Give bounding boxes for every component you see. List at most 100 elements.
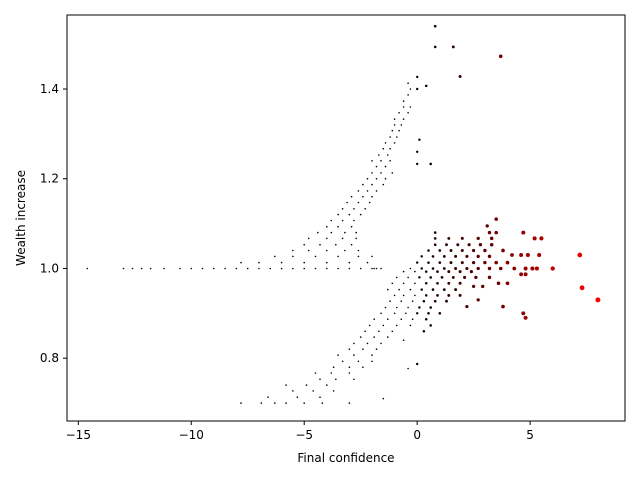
data-point [465,305,469,309]
data-point [371,183,373,186]
data-point [307,237,310,240]
data-point [422,299,426,303]
data-point [258,261,260,264]
data-point [433,45,437,49]
data-point [523,272,528,277]
data-point [274,255,276,258]
data-point [489,236,494,241]
data-point [400,300,403,303]
data-point [577,252,583,258]
data-point [163,267,165,270]
data-point [396,306,398,309]
data-point [355,231,358,234]
data-point [416,312,419,315]
data-point [438,249,442,252]
y-axis-label: Wealth increase [14,170,28,266]
data-point [442,267,446,270]
data-point [326,237,328,240]
data-point [344,231,346,234]
data-point [471,260,476,265]
data-point [494,217,498,221]
data-point [371,172,373,174]
data-point [411,300,414,303]
data-point [246,267,249,270]
data-point [357,201,360,204]
data-point [451,45,455,49]
data-point [366,342,369,345]
points-layer [86,24,601,404]
data-point [409,267,412,270]
data-point [382,324,385,327]
data-point [422,330,426,333]
data-point [380,267,382,270]
data-point [498,266,503,271]
data-point [407,276,409,279]
data-point [332,366,335,369]
y-tick-label: 1.4 [40,82,59,96]
data-point [407,82,409,84]
data-point [393,118,396,120]
data-point [396,324,398,327]
data-point [314,267,317,270]
data-point [303,243,306,246]
data-point [474,275,478,280]
data-point [431,255,435,258]
data-point [523,315,528,320]
data-point [350,225,353,228]
data-point [391,172,394,174]
data-point [240,261,242,264]
data-point [451,275,455,279]
data-point [416,87,419,91]
data-point [393,142,396,144]
data-point [414,282,416,285]
data-point [380,342,382,345]
data-point [317,231,319,234]
data-point [330,219,333,222]
data-point [424,270,428,273]
data-point [86,267,89,270]
x-tick-label: 5 [526,428,534,442]
data-point [382,397,385,400]
data-point [436,270,439,273]
data-point [375,267,378,270]
data-point [456,243,460,247]
data-point [362,348,364,351]
data-point [449,249,453,252]
data-point [389,160,391,162]
data-point [348,348,351,351]
data-point [375,165,378,168]
data-point [465,266,469,271]
data-point [321,402,324,404]
data-point [521,311,526,316]
data-point [375,348,378,351]
data-point [292,267,294,270]
data-point [362,195,364,198]
data-point [407,306,409,309]
data-point [418,138,421,141]
data-point [344,249,346,252]
data-point [454,254,458,258]
data-point [362,366,364,369]
data-point [398,129,400,132]
data-point [411,318,414,321]
data-point [498,54,503,59]
data-point [326,267,328,270]
data-point [407,367,409,370]
data-point [292,255,294,258]
data-point [319,396,321,399]
data-point [407,112,409,114]
data-point [312,390,315,392]
data-point [319,378,321,381]
data-point [357,190,360,192]
x-tick-label: −5 [295,428,313,442]
data-point [371,354,373,356]
data-point [122,267,125,270]
data-point [391,282,394,285]
data-point [445,243,448,247]
data-point [353,208,355,210]
data-point [427,312,430,315]
data-point [534,266,539,271]
data-point [393,312,396,315]
y-tick-label: 1.0 [40,261,59,275]
data-point [371,267,373,270]
